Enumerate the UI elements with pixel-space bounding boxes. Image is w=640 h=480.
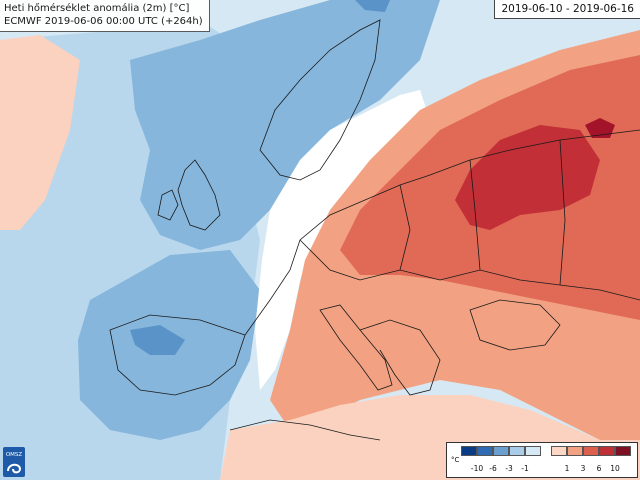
legend-warm-tick-label: 1	[564, 464, 570, 473]
coast-continent	[244, 129, 640, 336]
coast-scandinavia	[259, 19, 381, 181]
coast-iberia	[109, 314, 246, 396]
coast-italy	[319, 304, 393, 391]
warm-anomaly-extreme	[585, 118, 615, 138]
legend-cold-tick-label: -10	[470, 464, 484, 473]
coast-balkans	[359, 319, 441, 396]
legend-warm-tick-label: 6	[596, 464, 602, 473]
coast-black-sea	[469, 299, 561, 351]
legend-cold-swatch	[525, 446, 541, 456]
legend-cold-tick-label: -3	[505, 464, 513, 473]
coastlines	[109, 19, 640, 441]
coast-ireland	[157, 189, 179, 221]
neutral-land-band	[255, 90, 430, 390]
legend-warm-tick-label: 10	[610, 464, 620, 473]
legend-warm-swatch	[599, 446, 615, 456]
legend-warm-swatch	[551, 446, 567, 456]
legend-cold-tick-label: -1	[521, 464, 529, 473]
legend-warm-swatch	[567, 446, 583, 456]
legend-cold-swatch	[477, 446, 493, 456]
warm-anomaly-nw-atlantic	[0, 35, 80, 230]
legend-cold-swatch	[461, 446, 477, 456]
date-range-label: 2019-06-10 - 2019-06-16	[494, 0, 640, 19]
map-title-box: Heti hőmérséklet anomália (2m) [°C] ECMW…	[0, 0, 210, 32]
cold-anomaly-iberia	[130, 325, 185, 355]
map-title: Heti hőmérséklet anomália (2m) [°C]	[4, 3, 190, 14]
borders-central	[299, 239, 640, 301]
legend-warm-swatch	[583, 446, 599, 456]
legend-cold-tick-label: -6	[489, 464, 497, 473]
coast-british-isles	[177, 159, 221, 231]
legend-unit: °C	[451, 456, 460, 464]
color-legend: °C -10 -6 -3 -1 1 3 6 10	[446, 442, 638, 478]
cold-anomaly-top	[355, 0, 390, 12]
coast-africa	[229, 419, 381, 441]
model-run-label: ECMWF 2019-06-06 00:00 UTC (+264h)	[4, 16, 203, 27]
cold-anomaly-north	[130, 0, 440, 250]
borders-east	[399, 139, 566, 286]
omsz-logo: OMSZ	[3, 447, 25, 477]
legend-cold-swatch	[509, 446, 525, 456]
legend-warm-swatch	[615, 446, 631, 456]
legend-warm-tick-label: 3	[580, 464, 586, 473]
legend-cold-swatch	[493, 446, 509, 456]
svg-text:OMSZ: OMSZ	[6, 452, 23, 458]
